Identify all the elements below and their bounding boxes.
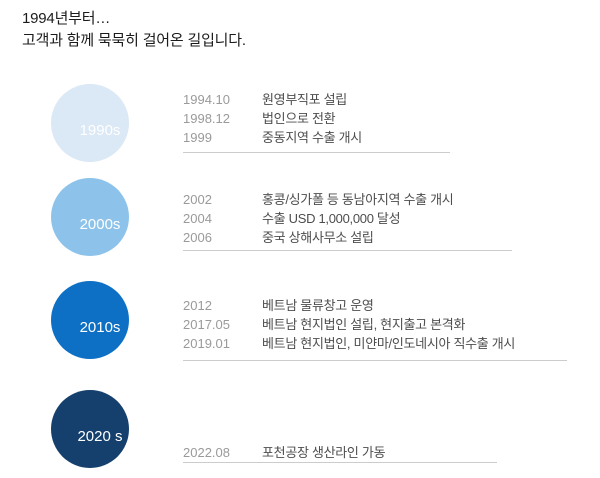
- page-header: 1994년부터… 고객과 함께 묵묵히 걸어온 길입니다.: [22, 8, 246, 52]
- event-list-2010s: 2012 베트남 물류창고 운영 2017.05 베트남 현지법인 설립, 현지출고…: [183, 296, 567, 361]
- decade-circle-2020s: 2020 s: [51, 390, 129, 468]
- decade-circle-1990s: 1990s: [51, 84, 129, 162]
- event-description: 중동지역 수출 개시: [262, 130, 362, 145]
- decade-label-1990s: 1990s: [79, 121, 121, 139]
- timeline-event-row: 1994.10 원영부직포 설립: [183, 90, 450, 109]
- event-description: 홍콩/싱가폴 등 동남아지역 수출 개시: [262, 192, 454, 207]
- event-date: 2022.08: [183, 445, 230, 460]
- page-title: 1994년부터…: [22, 10, 111, 27]
- event-date: 2004: [183, 211, 212, 226]
- event-description: 베트남 물류창고 운영: [262, 298, 374, 313]
- timeline-event-row: 2019.01 베트남 현지법인, 미얀마/인도네시아 직수출 개시: [183, 334, 567, 353]
- event-date: 2012: [183, 298, 212, 313]
- event-date: 2017.05: [183, 317, 230, 332]
- event-description: 중국 상해사무소 설립: [262, 230, 374, 245]
- event-date: 1994.10: [183, 92, 230, 107]
- event-list-1990s: 1994.10 원영부직포 설립 1998.12 법인으로 전환 1999 중동지역 …: [183, 90, 450, 153]
- event-description: 포천공장 생산라인 가동: [262, 445, 386, 460]
- decade-label-2020s: 2020 s: [77, 427, 123, 445]
- event-list-2000s: 2002 홍콩/싱가폴 등 동남아지역 수출 개시 2004 수출 USD 1,00…: [183, 190, 512, 251]
- timeline-event-row: 2012 베트남 물류창고 운영: [183, 296, 567, 315]
- event-date: 2006: [183, 230, 212, 245]
- event-date: 2019.01: [183, 336, 230, 351]
- decade-circle-2000s: 2000s: [51, 178, 129, 256]
- timeline-event-row: 2022.08 포천공장 생산라인 가동: [183, 443, 497, 462]
- timeline-event-row: 2004 수출 USD 1,000,000 달성: [183, 209, 512, 228]
- decade-circle-2010s: 2010s: [51, 281, 129, 359]
- timeline-event-row: 1998.12 법인으로 전환: [183, 109, 450, 128]
- page-subtitle: 고객과 함께 묵묵히 걸어온 길입니다.: [22, 32, 246, 49]
- event-list-2020s: 2022.08 포천공장 생산라인 가동: [183, 443, 497, 463]
- decade-label-2010s: 2010s: [79, 318, 121, 336]
- event-date: 1999: [183, 130, 212, 145]
- timeline-event-row: 1999 중동지역 수출 개시: [183, 128, 450, 147]
- timeline-event-row: 2002 홍콩/싱가폴 등 동남아지역 수출 개시: [183, 190, 512, 209]
- event-description: 법인으로 전환: [262, 111, 336, 126]
- decade-label-2000s: 2000s: [79, 215, 121, 233]
- timeline-event-row: 2006 중국 상해사무소 설립: [183, 228, 512, 247]
- timeline-event-row: 2017.05 베트남 현지법인 설립, 현지출고 본격화: [183, 315, 567, 334]
- event-date: 1998.12: [183, 111, 230, 126]
- event-description: 수출 USD 1,000,000 달성: [262, 211, 401, 226]
- event-date: 2002: [183, 192, 212, 207]
- event-description: 베트남 현지법인, 미얀마/인도네시아 직수출 개시: [262, 336, 516, 351]
- event-description: 원영부직포 설립: [262, 92, 347, 107]
- event-description: 베트남 현지법인 설립, 현지출고 본격화: [262, 317, 466, 332]
